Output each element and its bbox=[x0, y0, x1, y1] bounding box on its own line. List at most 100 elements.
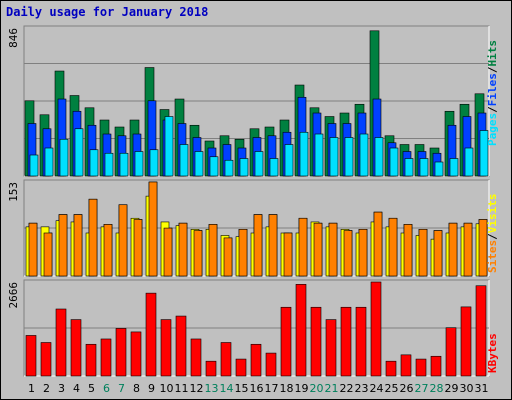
bar-kbytes bbox=[55, 308, 67, 377]
bar-pages bbox=[194, 151, 204, 177]
bar-pages bbox=[104, 152, 114, 177]
bar-kbytes bbox=[220, 342, 232, 377]
day-label: 4 bbox=[73, 382, 80, 395]
max-label-kbytes: 2666 bbox=[7, 282, 20, 309]
bar-sites bbox=[358, 229, 368, 277]
bar-sites bbox=[28, 222, 38, 277]
day-label: 22 bbox=[340, 382, 354, 395]
bar-sites bbox=[103, 224, 113, 277]
bar-kbytes bbox=[235, 358, 247, 377]
max-label-visits-sites: 153 bbox=[7, 182, 20, 202]
day-label: 30 bbox=[460, 382, 474, 395]
bar-pages bbox=[479, 130, 489, 177]
bar-pages bbox=[74, 128, 84, 177]
bar-pages bbox=[284, 144, 294, 177]
bar-sites bbox=[388, 217, 398, 277]
bar-pages bbox=[359, 133, 369, 177]
legend-entry: KBytes bbox=[486, 333, 499, 373]
day-label: 21 bbox=[325, 382, 339, 395]
bar-pages bbox=[179, 144, 189, 177]
bar-sites bbox=[148, 181, 158, 277]
day-label: 1 bbox=[28, 382, 35, 395]
day-label: 8 bbox=[133, 382, 140, 395]
day-label: 9 bbox=[148, 382, 155, 395]
bar-sites bbox=[208, 224, 218, 277]
bar-pages bbox=[389, 147, 399, 177]
bar-sites bbox=[343, 230, 353, 277]
bar-pages bbox=[239, 158, 249, 177]
bar-sites bbox=[373, 211, 383, 277]
bar-kbytes bbox=[250, 343, 262, 377]
bar-pages bbox=[299, 131, 309, 177]
bar-kbytes bbox=[415, 358, 427, 377]
day-label: 18 bbox=[280, 382, 294, 395]
bar-pages bbox=[209, 156, 219, 177]
legend-entry: / bbox=[486, 66, 499, 73]
bar-sites bbox=[118, 204, 128, 277]
day-label: 26 bbox=[400, 382, 414, 395]
bar-kbytes bbox=[130, 331, 142, 377]
bar-kbytes bbox=[280, 306, 292, 377]
bar-pages bbox=[224, 159, 234, 177]
day-label: 24 bbox=[370, 382, 384, 395]
bar-kbytes bbox=[70, 319, 82, 377]
bar-sites bbox=[163, 227, 173, 277]
bar-pages bbox=[314, 133, 324, 177]
bar-pages bbox=[404, 158, 414, 177]
bar-kbytes bbox=[115, 328, 127, 377]
day-label: 2 bbox=[43, 382, 50, 395]
bar-pages bbox=[254, 151, 264, 177]
bar-kbytes bbox=[295, 284, 307, 377]
bar-sites bbox=[43, 232, 53, 277]
bar-sites bbox=[328, 222, 338, 277]
bar-sites bbox=[463, 222, 473, 277]
bar-sites bbox=[223, 237, 233, 277]
bar-sites bbox=[403, 224, 413, 277]
bar-kbytes bbox=[355, 306, 367, 377]
bar-sites bbox=[418, 229, 428, 277]
bar-pages bbox=[269, 158, 279, 177]
bar-sites bbox=[133, 219, 143, 277]
day-label: 27 bbox=[415, 382, 429, 395]
bar-pages bbox=[164, 116, 174, 177]
day-label: 13 bbox=[205, 382, 219, 395]
day-label: 5 bbox=[88, 382, 95, 395]
bar-pages bbox=[374, 137, 384, 177]
day-label: 6 bbox=[103, 382, 110, 395]
day-label: 12 bbox=[190, 382, 204, 395]
day-label: 23 bbox=[355, 382, 369, 395]
bar-kbytes bbox=[145, 292, 157, 377]
day-label: 19 bbox=[295, 382, 309, 395]
legend-visits-sites: Sites/Visits bbox=[486, 194, 499, 274]
bar-sites bbox=[433, 230, 443, 277]
legend-entry: Visits bbox=[486, 194, 499, 234]
legend-entry: Files bbox=[486, 73, 499, 106]
bar-kbytes bbox=[340, 306, 352, 377]
bar-pages bbox=[149, 149, 159, 177]
bar-kbytes bbox=[430, 355, 442, 377]
day-label: 7 bbox=[118, 382, 125, 395]
bar-sites bbox=[313, 222, 323, 277]
bar-pages bbox=[119, 152, 129, 177]
bar-kbytes bbox=[25, 335, 37, 377]
day-label: 15 bbox=[235, 382, 249, 395]
day-label: 29 bbox=[445, 382, 459, 395]
bar-sites bbox=[193, 230, 203, 277]
bar-kbytes bbox=[370, 281, 382, 377]
bar-kbytes bbox=[325, 319, 337, 377]
bar-kbytes bbox=[265, 352, 277, 377]
bar-sites bbox=[73, 214, 83, 277]
legend-hits-files-pages: Pages/Files/Hits bbox=[486, 40, 499, 146]
day-label: 17 bbox=[265, 382, 279, 395]
day-label: 3 bbox=[58, 382, 65, 395]
bar-kbytes bbox=[85, 343, 97, 377]
bar-kbytes bbox=[445, 327, 457, 377]
day-label: 31 bbox=[475, 382, 489, 395]
bar-sites bbox=[283, 232, 293, 277]
day-label: 28 bbox=[430, 382, 444, 395]
bar-kbytes bbox=[385, 360, 397, 377]
bar-pages bbox=[449, 158, 459, 177]
bar-sites bbox=[88, 198, 98, 277]
bar-pages bbox=[59, 138, 69, 177]
